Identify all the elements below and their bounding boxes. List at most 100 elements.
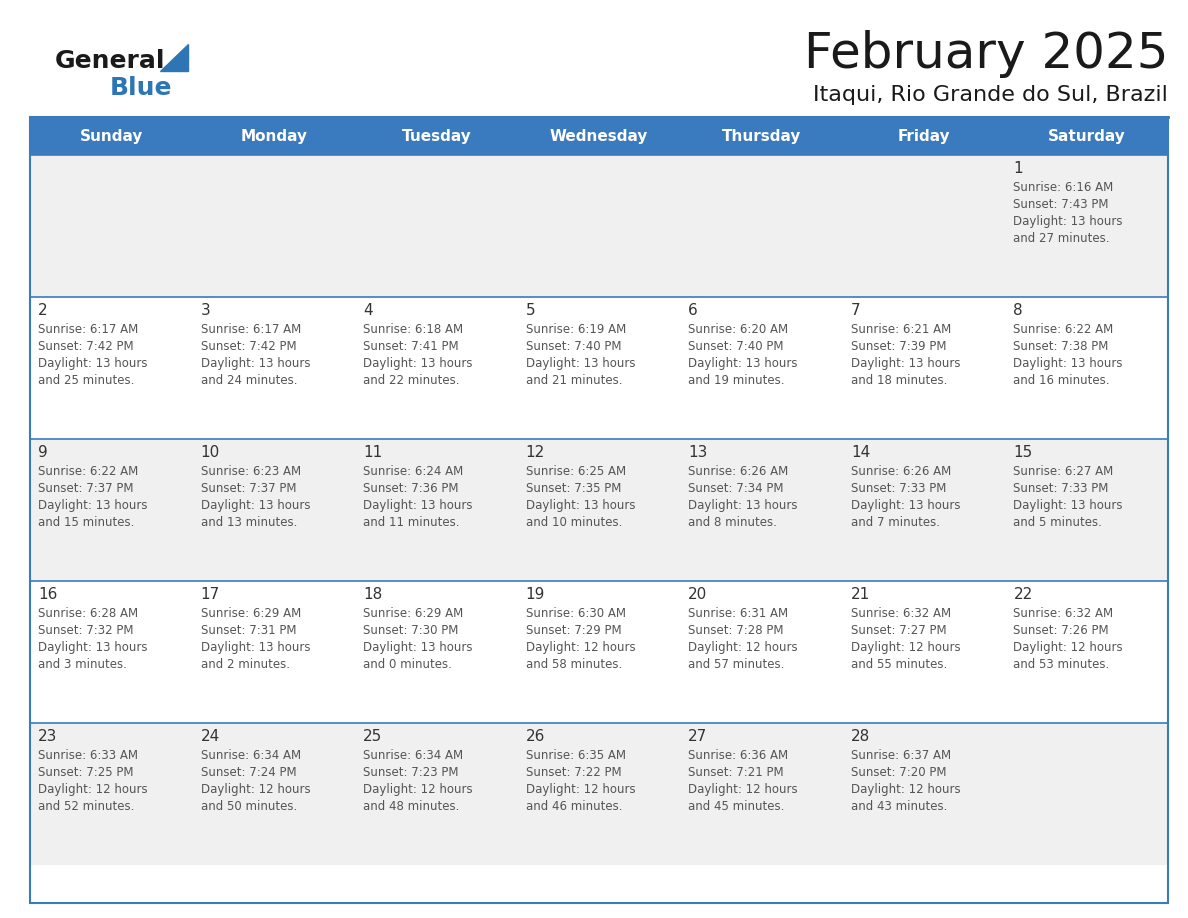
Text: Sunrise: 6:17 AM: Sunrise: 6:17 AM [38,323,138,336]
Text: 6: 6 [688,303,699,318]
Text: Daylight: 13 hours: Daylight: 13 hours [201,641,310,654]
Text: and 52 minutes.: and 52 minutes. [38,800,134,813]
Text: Sunrise: 6:27 AM: Sunrise: 6:27 AM [1013,465,1113,478]
Text: Sunset: 7:29 PM: Sunset: 7:29 PM [526,624,621,637]
Text: Sunset: 7:21 PM: Sunset: 7:21 PM [688,766,784,779]
Text: Friday: Friday [898,129,950,143]
Text: Sunrise: 6:19 AM: Sunrise: 6:19 AM [526,323,626,336]
Text: Sunrise: 6:31 AM: Sunrise: 6:31 AM [688,607,789,620]
Text: Sunset: 7:38 PM: Sunset: 7:38 PM [1013,340,1108,353]
Text: 4: 4 [364,303,373,318]
Text: Daylight: 13 hours: Daylight: 13 hours [851,357,960,370]
Text: Sunrise: 6:26 AM: Sunrise: 6:26 AM [851,465,952,478]
Text: Sunrise: 6:34 AM: Sunrise: 6:34 AM [364,749,463,762]
Text: Sunset: 7:42 PM: Sunset: 7:42 PM [38,340,133,353]
Text: Sunset: 7:23 PM: Sunset: 7:23 PM [364,766,459,779]
Text: and 25 minutes.: and 25 minutes. [38,374,134,387]
Text: Sunset: 7:26 PM: Sunset: 7:26 PM [1013,624,1110,637]
Text: Sunrise: 6:34 AM: Sunrise: 6:34 AM [201,749,301,762]
Text: Sunrise: 6:29 AM: Sunrise: 6:29 AM [364,607,463,620]
Bar [518,117,681,155]
Text: and 58 minutes.: and 58 minutes. [526,658,623,671]
Text: Sunset: 7:34 PM: Sunset: 7:34 PM [688,482,784,495]
Bar [30,581,1168,723]
Text: and 3 minutes.: and 3 minutes. [38,658,127,671]
Text: 27: 27 [688,729,708,744]
Text: and 45 minutes.: and 45 minutes. [688,800,784,813]
Text: Sunrise: 6:22 AM: Sunrise: 6:22 AM [38,465,138,478]
Text: Blue: Blue [110,76,172,100]
Text: Wednesday: Wednesday [550,129,649,143]
Text: 18: 18 [364,587,383,602]
Text: 20: 20 [688,587,708,602]
Text: Sunrise: 6:17 AM: Sunrise: 6:17 AM [201,323,301,336]
Bar [842,117,1005,155]
Text: Sunrise: 6:30 AM: Sunrise: 6:30 AM [526,607,626,620]
Text: Daylight: 12 hours: Daylight: 12 hours [526,641,636,654]
Text: and 10 minutes.: and 10 minutes. [526,516,623,529]
Text: Daylight: 12 hours: Daylight: 12 hours [526,783,636,796]
Text: and 21 minutes.: and 21 minutes. [526,374,623,387]
Text: Daylight: 13 hours: Daylight: 13 hours [38,357,147,370]
Text: 14: 14 [851,445,870,460]
Text: Thursday: Thursday [722,129,801,143]
Text: 5: 5 [526,303,536,318]
Text: Sunset: 7:33 PM: Sunset: 7:33 PM [851,482,946,495]
Text: and 50 minutes.: and 50 minutes. [201,800,297,813]
Text: Daylight: 12 hours: Daylight: 12 hours [38,783,147,796]
Text: and 24 minutes.: and 24 minutes. [201,374,297,387]
Text: and 19 minutes.: and 19 minutes. [688,374,785,387]
Text: Sunrise: 6:23 AM: Sunrise: 6:23 AM [201,465,301,478]
Text: and 2 minutes.: and 2 minutes. [201,658,290,671]
Text: Daylight: 13 hours: Daylight: 13 hours [201,357,310,370]
Text: Sunrise: 6:18 AM: Sunrise: 6:18 AM [364,323,463,336]
Text: Sunrise: 6:21 AM: Sunrise: 6:21 AM [851,323,952,336]
Text: and 0 minutes.: and 0 minutes. [364,658,451,671]
Text: and 15 minutes.: and 15 minutes. [38,516,134,529]
Text: Sunrise: 6:36 AM: Sunrise: 6:36 AM [688,749,789,762]
Text: Sunset: 7:33 PM: Sunset: 7:33 PM [1013,482,1108,495]
Text: Sunset: 7:37 PM: Sunset: 7:37 PM [201,482,296,495]
Text: 25: 25 [364,729,383,744]
Text: 2: 2 [38,303,48,318]
Text: General: General [55,49,165,73]
Text: Daylight: 12 hours: Daylight: 12 hours [364,783,473,796]
Text: Sunrise: 6:35 AM: Sunrise: 6:35 AM [526,749,626,762]
Text: Sunset: 7:42 PM: Sunset: 7:42 PM [201,340,296,353]
Text: Sunrise: 6:16 AM: Sunrise: 6:16 AM [1013,181,1113,194]
Text: Daylight: 13 hours: Daylight: 13 hours [526,357,636,370]
Text: 7: 7 [851,303,860,318]
Text: Sunset: 7:22 PM: Sunset: 7:22 PM [526,766,621,779]
Text: Sunset: 7:40 PM: Sunset: 7:40 PM [526,340,621,353]
Text: and 16 minutes.: and 16 minutes. [1013,374,1110,387]
Text: Daylight: 13 hours: Daylight: 13 hours [1013,357,1123,370]
Text: Sunrise: 6:22 AM: Sunrise: 6:22 AM [1013,323,1113,336]
Text: and 8 minutes.: and 8 minutes. [688,516,777,529]
Text: Sunrise: 6:37 AM: Sunrise: 6:37 AM [851,749,950,762]
Text: Monday: Monday [240,129,308,143]
Text: Daylight: 13 hours: Daylight: 13 hours [1013,499,1123,512]
Bar [30,297,1168,439]
Text: Sunset: 7:41 PM: Sunset: 7:41 PM [364,340,459,353]
Bar [30,117,192,155]
Text: Sunrise: 6:25 AM: Sunrise: 6:25 AM [526,465,626,478]
Text: and 57 minutes.: and 57 minutes. [688,658,784,671]
Text: and 18 minutes.: and 18 minutes. [851,374,947,387]
Text: Daylight: 12 hours: Daylight: 12 hours [688,783,798,796]
Text: and 22 minutes.: and 22 minutes. [364,374,460,387]
Text: Daylight: 13 hours: Daylight: 13 hours [688,499,798,512]
Bar [681,117,842,155]
Text: Sunset: 7:31 PM: Sunset: 7:31 PM [201,624,296,637]
Text: and 48 minutes.: and 48 minutes. [364,800,460,813]
Bar [30,439,1168,581]
Text: Daylight: 12 hours: Daylight: 12 hours [1013,641,1123,654]
Text: and 5 minutes.: and 5 minutes. [1013,516,1102,529]
Bar [355,117,518,155]
Text: 19: 19 [526,587,545,602]
Text: 16: 16 [38,587,57,602]
Text: Daylight: 13 hours: Daylight: 13 hours [688,357,798,370]
Text: Sunrise: 6:24 AM: Sunrise: 6:24 AM [364,465,463,478]
Text: Sunset: 7:37 PM: Sunset: 7:37 PM [38,482,133,495]
Text: Tuesday: Tuesday [402,129,472,143]
Text: and 13 minutes.: and 13 minutes. [201,516,297,529]
